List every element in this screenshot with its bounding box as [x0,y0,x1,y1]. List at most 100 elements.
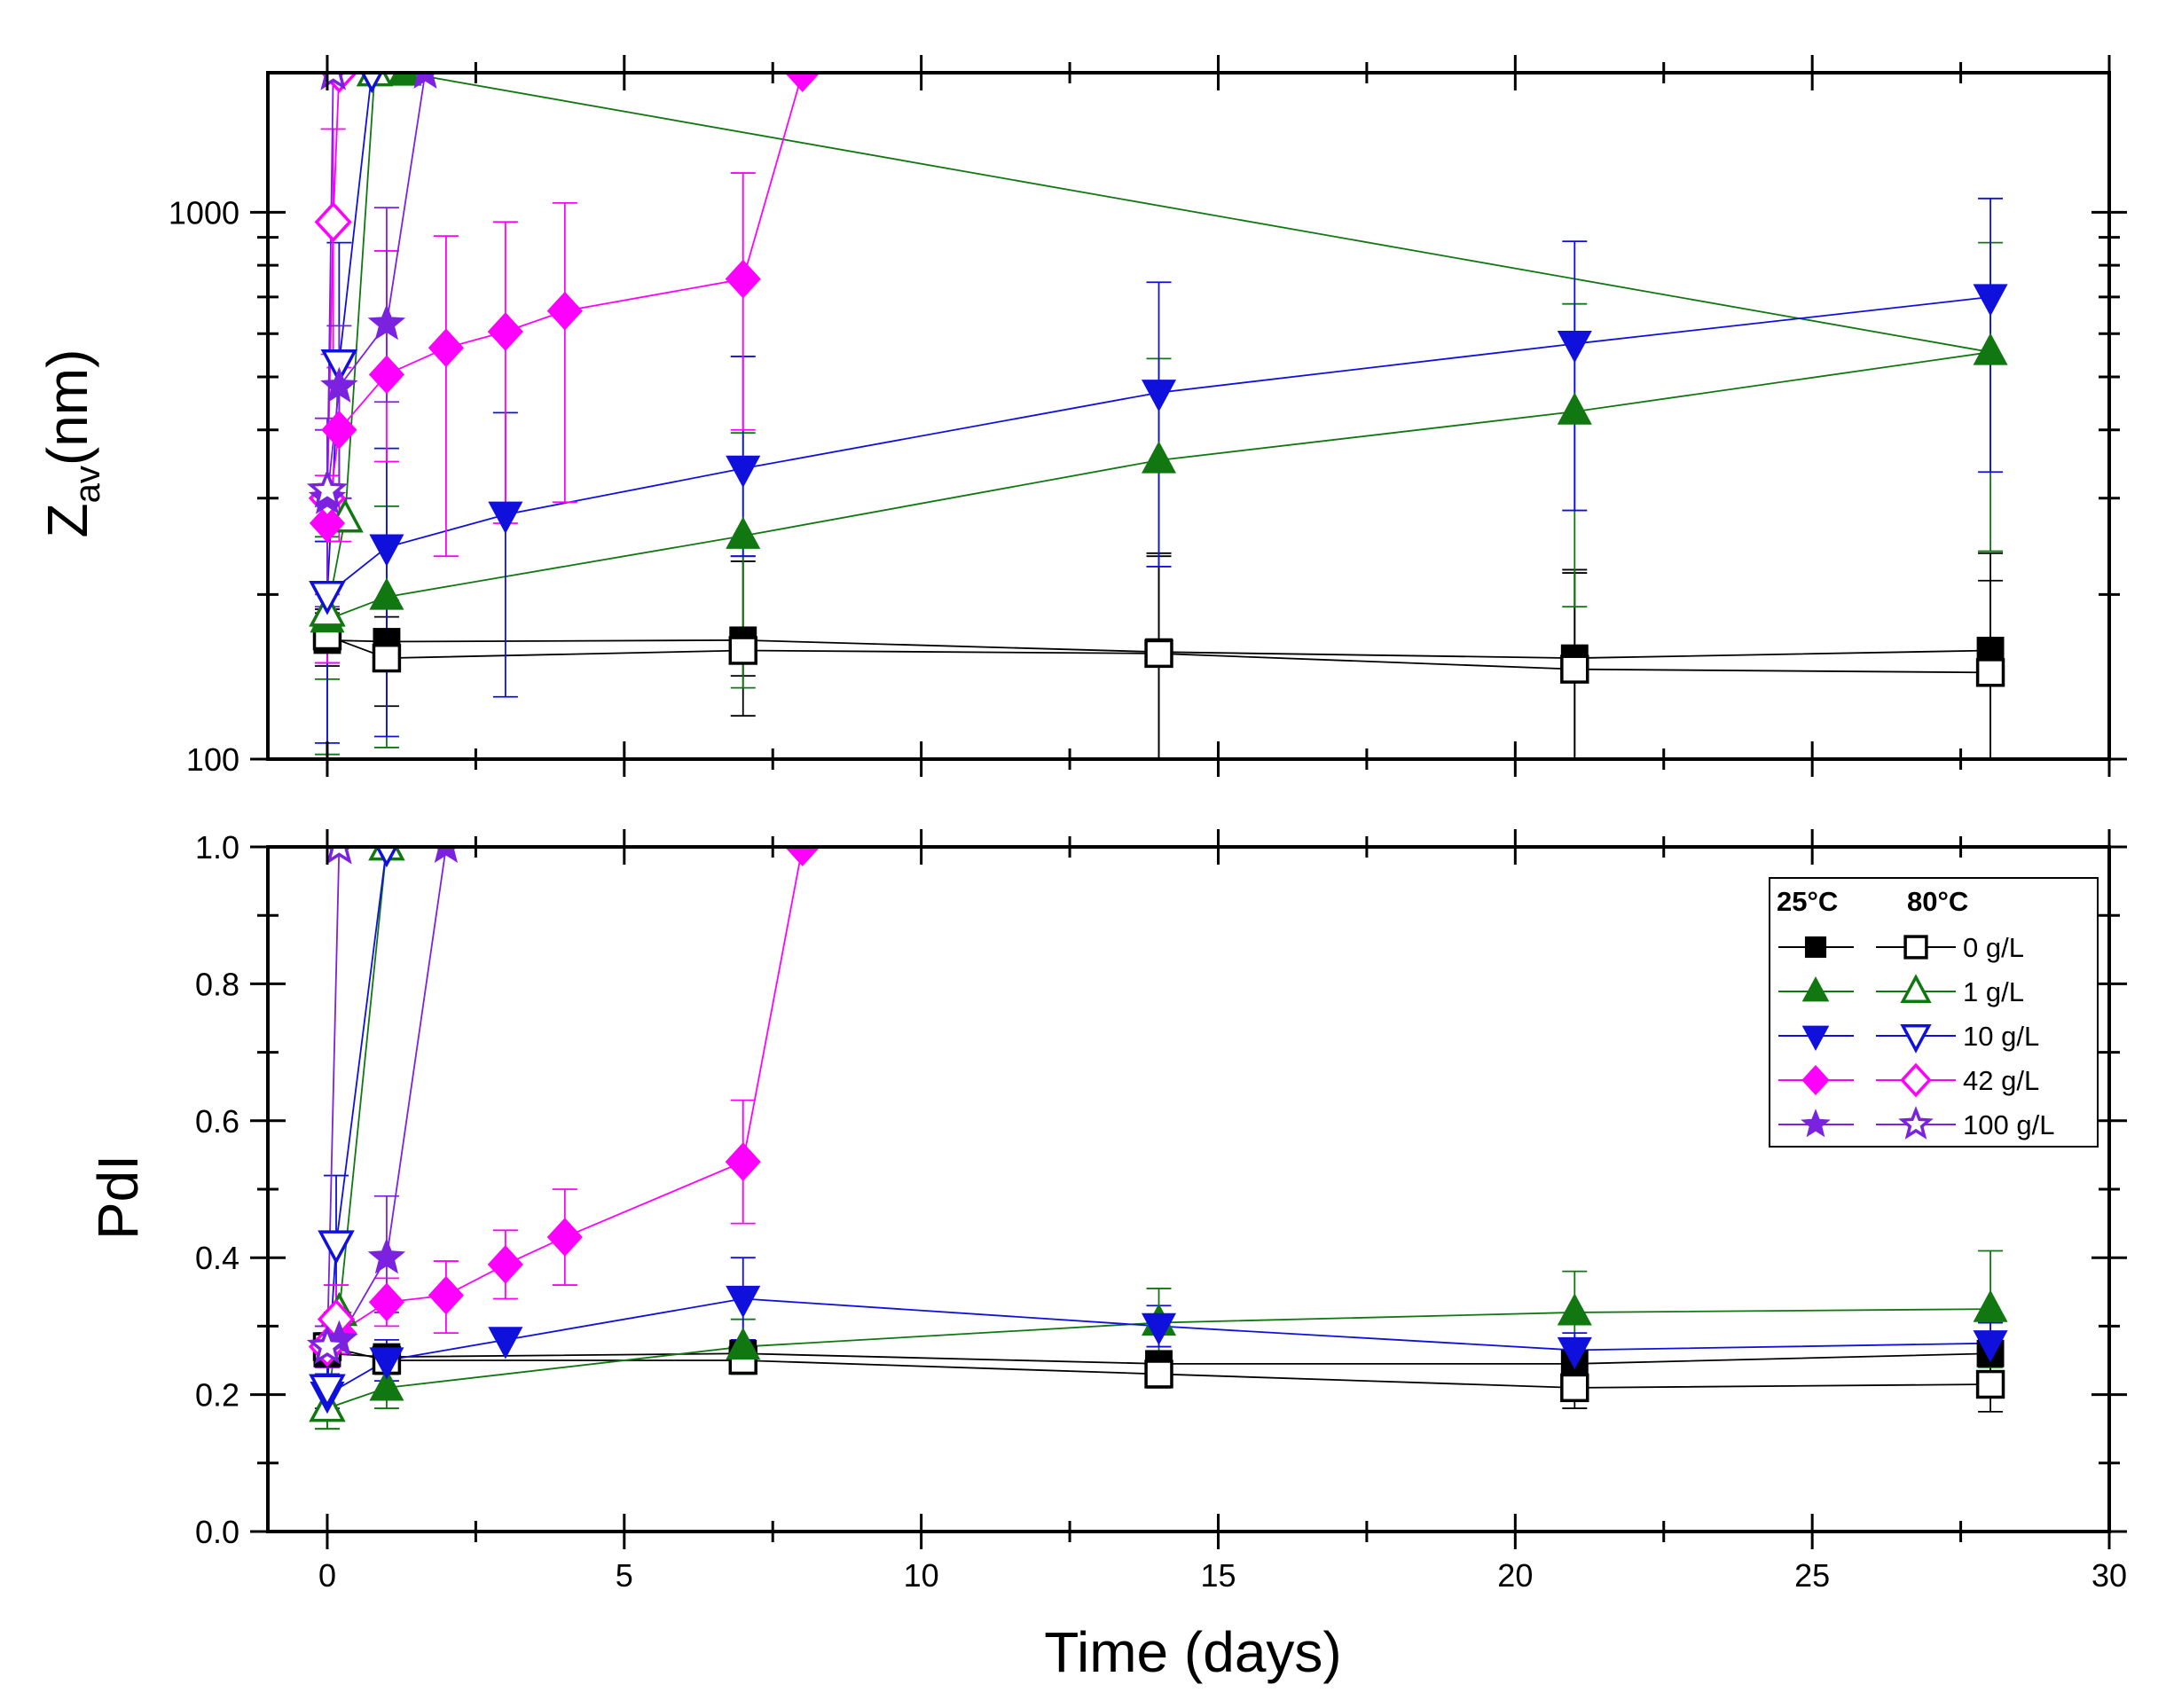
bottom-series-group [306,845,2008,1430]
bottom-point-100-g-l-80-c [324,845,354,865]
top-y-axis-title-rest: (nm) [35,349,99,466]
bottom-point-10-g-l-25-c [488,1327,523,1359]
top-point-1-g-l-25-c [387,71,422,86]
top-point-1-g-l-25-c [369,577,404,610]
bottom-point-100-g-l-25-c [432,845,460,863]
legend-marker-filled [1801,975,1830,1002]
top-point-42-g-l-25-c [725,259,761,299]
top-point-42-g-l-25-c [321,410,357,450]
top-point-100-g-l-25-c [320,366,358,403]
top-point-0-g-l-80-c [728,636,757,665]
bottom-point-0-g-l-80-c [1560,1373,1589,1403]
bottom-point-10-g-l-25-c [1973,1330,2008,1363]
bottom-point-1-g-l-25-c [1973,1289,2008,1322]
legend: 25°C 80°C 0 g/L 1 g/L 10 g/L 42 g/L 100 g/L [1769,877,2099,1148]
legend-marker-filled [1801,1109,1831,1138]
bottom-y-tick-label: 1.0 [195,829,239,866]
x-tick-label: 0 [318,1557,336,1594]
legend-marker-filled [1801,1025,1830,1052]
bottom-point-42-g-l-25-c [725,1142,761,1181]
legend-label: 42 g/L [1963,1065,2039,1096]
bottom-line-100-g-l-80-c [326,846,341,1347]
bottom-point-100-g-l-80-c [306,1325,349,1365]
x-tick-label: 30 [2091,1557,2127,1594]
bottom-panel: 0 5 10 15 20 25 30 0.0 0.2 0.4 0.6 0.8 1.0 [195,829,2127,1594]
legend-head-80: 80°C [1907,886,1968,917]
bottom-y-tick-label: 0.4 [195,1240,239,1276]
bottom-point-42-g-l-25-c [428,1275,464,1315]
top-point-10-g-l-25-c [369,534,404,567]
top-series-group [306,71,2008,760]
top-point-10-g-l-80-c [309,581,346,615]
top-y-axis-title-main: Z [35,503,99,537]
top-point-0-g-l-80-c [1975,658,2005,687]
top-point-42-g-l-80-c [314,201,352,243]
top-point-42-g-l-25-c [309,504,346,543]
bottom-point-10-g-l-25-c [369,1347,404,1380]
bottom-point-42-g-l-25-c [487,1245,523,1284]
top-point-10-g-l-25-c [726,455,761,488]
top-point-100-g-l-80-c [306,468,349,508]
legend-label: 1 g/L [1963,976,2024,1007]
bottom-point-42-g-l-25-c [546,1218,583,1257]
legend-label: 10 g/L [1963,1021,2039,1052]
top-point-0-g-l-80-c [1560,654,1589,684]
top-point-1-g-l-25-c [726,516,761,549]
top-y-axis-title-sub: av [68,466,107,503]
top-point-10-g-l-80-c [320,349,358,384]
top-point-10-g-l-25-c [1557,330,1592,364]
top-frame [266,71,2111,761]
legend-marker-open [1903,935,1928,960]
legend-box [1769,877,2099,1148]
bottom-point-0-g-l-80-c [1144,1359,1173,1389]
legend-marker-open [1900,1062,1932,1098]
top-y-axis-title: Zav(nm) [35,349,107,538]
bottom-point-42-g-l-25-c [784,845,820,866]
bottom-point-10-g-l-25-c [726,1285,761,1319]
top-point-42-g-l-25-c [487,312,523,351]
bottom-y-axis-title: PdI [86,1155,150,1240]
top-point-0-g-l-80-c [372,643,402,673]
bottom-y-tick-label: 0.0 [195,1514,239,1550]
top-panel: 100 1000 [169,55,2127,778]
top-y-tick-label: 100 [186,741,239,778]
top-point-1-g-l-25-c [1557,392,1592,425]
top-point-100-g-l-25-c [412,71,439,90]
top-point-10-g-l-25-c [488,501,523,534]
top-point-1-g-l-25-c [1141,441,1177,474]
legend-label: 0 g/L [1963,932,2024,963]
top-line-100-g-l-80-c [326,72,334,491]
top-point-42-g-l-25-c [428,328,464,368]
bottom-point-100-g-l-25-c [367,1237,406,1274]
top-point-10-g-l-25-c [1141,380,1177,412]
bottom-point-1-g-l-25-c [726,1327,761,1360]
legend-marker-open [1900,1024,1932,1054]
bottom-y-tick-label: 0.2 [195,1377,239,1414]
top-point-1-g-l-25-c [1973,333,2008,365]
x-tick-label: 10 [904,1557,939,1594]
top-point-10-g-l-80-c [359,71,384,94]
x-tick-label: 25 [1794,1557,1830,1594]
top-y-tick-label: 1000 [169,194,239,231]
bottom-point-10-g-l-25-c [1557,1336,1592,1370]
x-tick-label: 5 [616,1557,633,1594]
x-tick-label: 20 [1497,1557,1533,1594]
bottom-point-10-g-l-80-c [374,845,399,868]
bottom-point-10-g-l-25-c [1141,1312,1177,1346]
top-point-100-g-l-25-c [367,303,406,341]
bottom-point-10-g-l-80-c [318,1230,355,1265]
top-point-10-g-l-25-c [1973,284,2008,317]
x-axis-title: Time (days) [1044,1620,1341,1684]
bottom-point-10-g-l-80-c [309,1374,346,1409]
legend-label: 100 g/L [1963,1109,2054,1140]
top-point-42-g-l-25-c [784,71,820,92]
legend-marker-open [1900,974,1932,1003]
legend-head-25: 25°C [1777,886,1838,917]
legend-marker-open [1898,1106,1934,1140]
top-point-42-g-l-25-c [546,291,583,331]
bottom-point-1-g-l-25-c [1557,1293,1592,1326]
legend-marker-filled [1804,936,1827,959]
bottom-y-tick-label: 0.8 [195,966,239,1002]
bottom-point-0-g-l-80-c [1975,1369,2005,1399]
